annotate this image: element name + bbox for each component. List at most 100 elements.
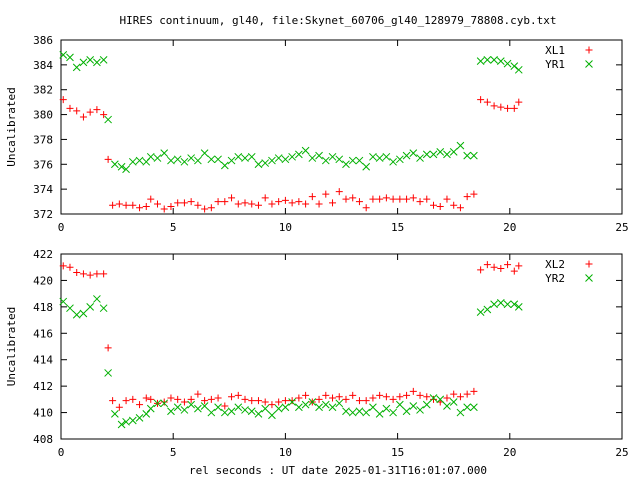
- data-point: [122, 397, 130, 405]
- data-point: [463, 151, 472, 160]
- y-tick-label: 412: [33, 380, 53, 393]
- data-point: [234, 403, 243, 412]
- series-yr2: [59, 295, 523, 429]
- y-tick-label: 386: [33, 34, 53, 47]
- data-point: [476, 308, 485, 316]
- data-point: [395, 400, 404, 409]
- data-point: [348, 408, 357, 417]
- data-point: [456, 141, 465, 150]
- data-point: [335, 399, 344, 408]
- data-point: [254, 397, 262, 405]
- data-point: [402, 407, 411, 416]
- data-point: [281, 155, 290, 164]
- data-point: [129, 395, 137, 403]
- data-point: [403, 391, 411, 399]
- y-tick-label: 410: [33, 407, 53, 420]
- data-point: [585, 46, 593, 54]
- data-point: [146, 152, 155, 161]
- y-tick-label: 378: [33, 133, 53, 146]
- data-point: [153, 154, 162, 162]
- data-point: [66, 53, 74, 62]
- data-point: [147, 195, 155, 203]
- data-point: [490, 56, 498, 64]
- data-point: [389, 195, 397, 203]
- legend-label: YR2: [545, 272, 565, 285]
- data-point: [142, 394, 150, 402]
- data-point: [295, 198, 303, 206]
- x-tick-label: 10: [279, 221, 292, 234]
- data-point: [227, 156, 236, 165]
- plot-frame: [60, 39, 623, 215]
- data-point: [117, 162, 126, 171]
- x-tick-label: 10: [279, 446, 292, 459]
- data-point: [180, 398, 188, 406]
- data-point: [248, 397, 256, 405]
- data-point: [142, 203, 150, 211]
- y-tick-label: 382: [33, 84, 53, 97]
- data-point: [463, 403, 472, 412]
- data-point: [362, 162, 371, 171]
- data-point: [396, 195, 404, 203]
- data-point: [228, 393, 236, 401]
- data-point: [497, 103, 505, 111]
- data-point: [382, 404, 391, 413]
- data-point: [322, 190, 330, 198]
- data-point: [221, 198, 229, 206]
- data-point: [187, 198, 195, 206]
- data-point: [275, 398, 283, 406]
- data-point: [167, 394, 175, 402]
- x-tick-label: 15: [391, 446, 404, 459]
- series-xl1: [59, 96, 523, 213]
- data-point: [122, 417, 130, 426]
- data-point: [369, 152, 377, 161]
- data-point: [167, 407, 175, 416]
- data-point: [100, 111, 108, 119]
- data-point: [174, 199, 182, 207]
- data-point: [321, 156, 330, 165]
- data-point: [135, 414, 144, 422]
- data-point: [514, 303, 523, 311]
- data-point: [288, 199, 296, 207]
- data-point: [136, 401, 144, 409]
- data-point: [104, 115, 112, 124]
- data-point: [66, 263, 74, 271]
- panels-container: 372 374 376 378 380 382 384 386 0 5 10 15 20 25 Uncali…: [5, 34, 629, 459]
- y-tick-label: 422: [33, 248, 53, 261]
- y-tick-label: 414: [33, 354, 53, 367]
- data-point: [443, 394, 451, 402]
- data-point: [86, 56, 95, 64]
- data-point: [288, 398, 296, 406]
- data-point: [308, 154, 317, 162]
- data-point: [503, 300, 512, 309]
- data-point: [355, 397, 363, 405]
- data-point: [329, 199, 337, 207]
- data-point: [122, 201, 130, 209]
- data-point: [187, 154, 196, 162]
- data-point: [268, 156, 276, 165]
- data-point: [515, 98, 523, 106]
- data-point: [349, 194, 357, 202]
- data-point: [207, 155, 216, 164]
- data-point: [234, 152, 243, 161]
- data-point: [382, 152, 391, 161]
- data-point: [335, 188, 343, 196]
- data-point: [174, 395, 182, 403]
- data-point: [308, 193, 316, 201]
- data-point: [59, 262, 67, 270]
- data-point: [261, 404, 270, 413]
- data-point: [79, 270, 87, 278]
- data-point: [436, 395, 445, 404]
- data-point: [585, 60, 593, 68]
- data-point: [117, 420, 126, 429]
- data-point: [395, 155, 404, 164]
- data-point: [194, 156, 202, 165]
- data-point: [200, 149, 209, 157]
- data-point: [194, 390, 202, 398]
- data-point: [328, 403, 337, 412]
- data-point: [254, 410, 263, 418]
- data-point: [497, 265, 505, 273]
- data-point: [111, 160, 119, 169]
- data-point: [214, 403, 222, 412]
- data-point: [376, 391, 384, 399]
- data-point: [436, 148, 445, 156]
